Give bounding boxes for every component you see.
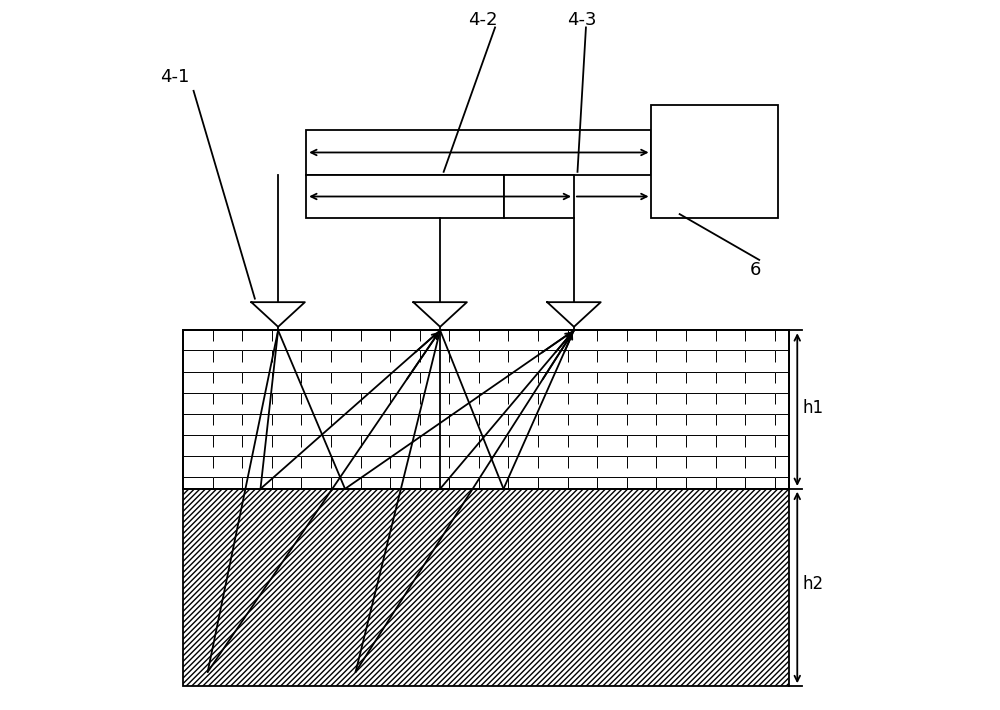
Bar (306, 175, 504, 218)
Text: 4-2: 4-2 (468, 11, 498, 29)
Text: h1: h1 (803, 399, 824, 417)
Bar (651, 105, 778, 218)
Text: 4-3: 4-3 (567, 11, 596, 29)
Text: 4-1: 4-1 (160, 67, 190, 86)
Bar (183, 330, 789, 489)
Text: 6: 6 (750, 261, 761, 280)
Bar (306, 130, 651, 175)
Bar (183, 489, 789, 686)
Bar (504, 175, 574, 218)
Bar (183, 330, 789, 489)
Text: h2: h2 (803, 575, 824, 593)
